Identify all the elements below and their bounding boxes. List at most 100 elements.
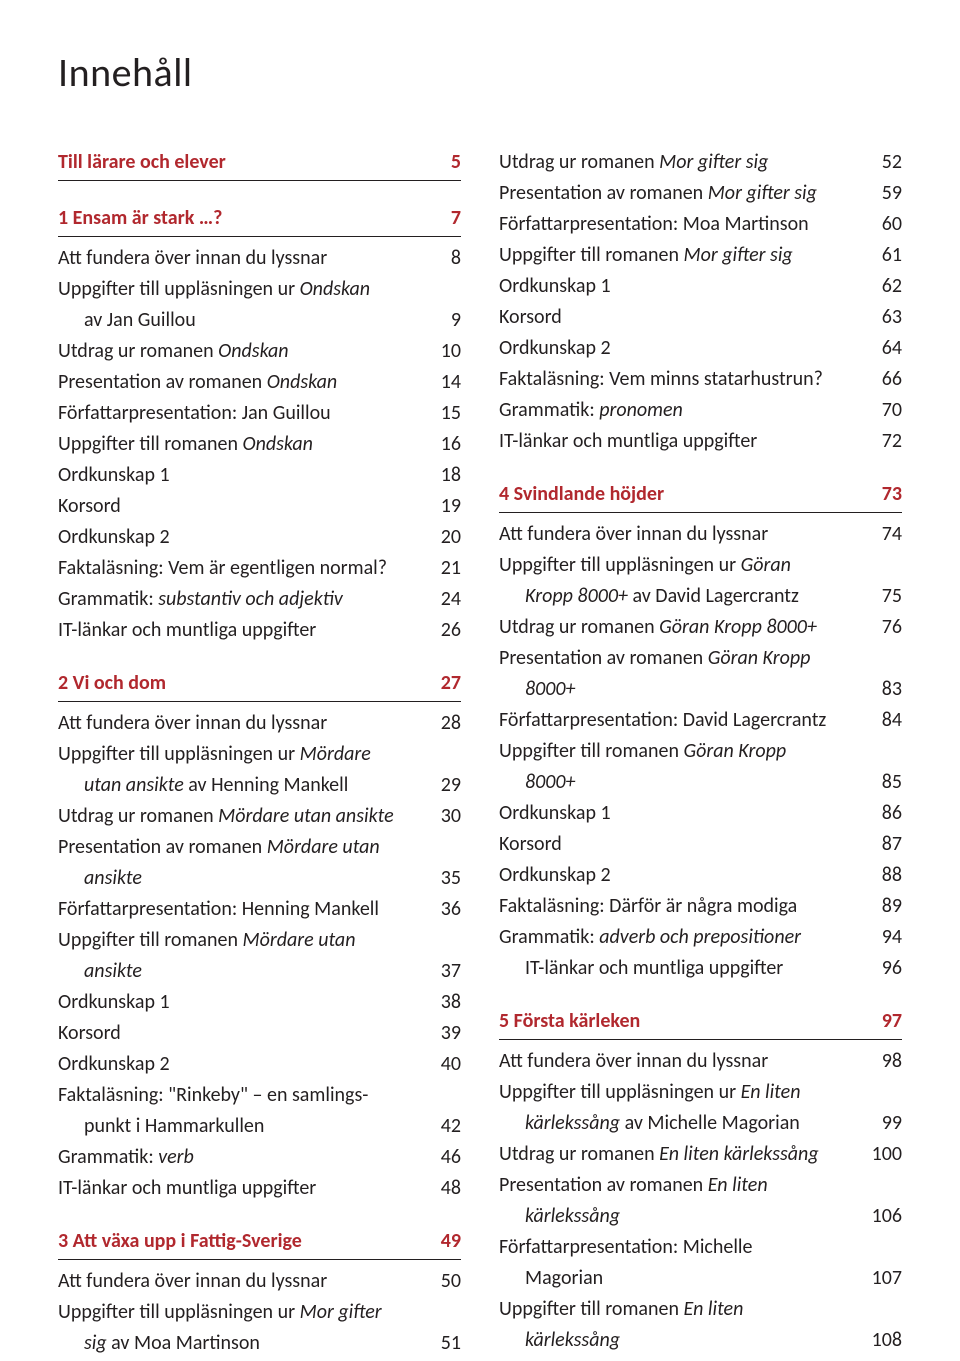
toc-page-number: 39	[425, 1018, 461, 1049]
toc-label: IT-länkar och muntliga uppgifter	[58, 1173, 316, 1204]
toc-entry-row: Ordkunskap 2 40	[58, 1049, 461, 1080]
toc-entry-row: Författarpresentation: Henning Mankell36	[58, 894, 461, 925]
toc-label: Presentation av romanen Ondskan	[58, 367, 337, 398]
toc-col-right: Utdrag ur romanen Mor gifter sig52Presen…	[499, 147, 902, 1359]
toc-label: Grammatik: pronomen	[499, 395, 683, 426]
toc-entry-row: Uppgifter till romanen Mor gifter sig61	[499, 240, 902, 271]
toc-cont-line: Presentation av romanen Göran Kropp	[499, 643, 902, 674]
toc-page-number: 24	[425, 584, 461, 615]
toc-page-number: 40	[425, 1049, 461, 1080]
toc-page-number: 36	[425, 894, 461, 925]
toc-label: Ordkunskap 1	[58, 987, 170, 1018]
toc-label: Faktaläsning: Vem minns statarhustrun?	[499, 364, 823, 395]
toc-page-number: 75	[866, 581, 902, 612]
toc-page-number: 100	[866, 1139, 902, 1170]
toc-page-number: 7	[425, 203, 461, 234]
toc-label: Ordkunskap 2	[58, 1049, 170, 1080]
toc-label: Grammatik: substantiv och adjektiv	[58, 584, 343, 615]
toc-entry-row: IT-länkar och muntliga uppgifter72	[499, 426, 902, 457]
toc-page-number: 18	[425, 460, 461, 491]
toc-label: Ordkunskap 2	[499, 333, 611, 364]
toc-entry-row: Ordkunskap 162	[499, 271, 902, 302]
toc-entry-row: IT-länkar och muntliga uppgifter26	[58, 615, 461, 646]
toc-entry-row: IT-länkar och muntliga uppgifter 48	[58, 1173, 461, 1204]
toc-page-number: 49	[425, 1226, 461, 1257]
page-title: Innehåll	[58, 48, 902, 97]
toc-page-number: 70	[866, 395, 902, 426]
toc-label: 5 Första kärleken	[499, 1006, 640, 1037]
toc-page-number: 20	[425, 522, 461, 553]
toc-page-number: 16	[425, 429, 461, 460]
toc-label: Ordkunskap 1	[58, 460, 170, 491]
toc-entry-row: av Jan Guillou9	[58, 305, 461, 336]
toc-page-number: 46	[425, 1142, 461, 1173]
toc-cont-line: Uppgifter till romanen Göran Kropp	[499, 736, 902, 767]
toc-page-number: 9	[425, 305, 461, 336]
toc-page-number: 73	[866, 479, 902, 510]
toc-entry-row: Utdrag ur romanen Göran Kropp 8000+76	[499, 612, 902, 643]
toc-entry-row: punkt i Hammarkullen42	[58, 1111, 461, 1142]
toc-label: Författarpresentation: Moa Martinson	[499, 209, 809, 240]
toc-label: kärlekssång	[499, 1201, 620, 1232]
toc-label: utan ansikte av Henning Mankell	[58, 770, 348, 801]
toc-label: ansikte	[58, 863, 142, 894]
toc-label: Uppgifter till romanen Ondskan	[58, 429, 313, 460]
toc-entry-row: Kropp 8000+ av David Lagercrantz75	[499, 581, 902, 612]
toc-entry-row: Uppgifter till romanen Ondskan 16	[58, 429, 461, 460]
toc-page-number: 48	[425, 1173, 461, 1204]
toc-label: 8000+	[499, 767, 576, 798]
toc-page-number: 52	[866, 147, 902, 178]
toc-page-number: 97	[866, 1006, 902, 1037]
toc-page-number: 35	[425, 863, 461, 894]
toc-cont-line: Uppgifter till uppläsningen ur Ondskan	[58, 274, 461, 305]
toc-label: Faktaläsning: "Rinkeby" – en samlings-	[58, 1083, 368, 1107]
toc-entry-row: 8000+83	[499, 674, 902, 705]
toc-entry-row: Presentation av romanen Mor gifter sig59	[499, 178, 902, 209]
toc-label: Författarpresentation: Jan Guillou	[58, 398, 331, 429]
toc-page-number: 66	[866, 364, 902, 395]
toc-label: Uppgifter till uppläsningen ur Ondskan	[58, 277, 370, 301]
toc-entry-row: Grammatik: substantiv och adjektiv 24	[58, 584, 461, 615]
toc-page-number: 88	[866, 860, 902, 891]
toc-entry-row: Ordkunskap 1 18	[58, 460, 461, 491]
toc-label: Utdrag ur romanen Mördare utan ansikte	[58, 801, 394, 832]
toc-page-number: 38	[425, 987, 461, 1018]
toc-entry-row: Faktaläsning: Vem minns statarhustrun? 66	[499, 364, 902, 395]
toc-label: Uppgifter till romanen Mor gifter sig	[499, 240, 793, 271]
toc-cont-line: Presentation av romanen Mördare utan	[58, 832, 461, 863]
toc-label: Korsord	[499, 829, 562, 860]
toc-entry-row: Utdrag ur romanen Mor gifter sig52	[499, 147, 902, 178]
toc-label: Ordkunskap 2	[499, 860, 611, 891]
toc-label: Ordkunskap 2	[58, 522, 170, 553]
toc-page-number: 89	[866, 891, 902, 922]
toc-page-number: 8	[425, 243, 461, 274]
toc-label: Grammatik: adverb och prepositioner	[499, 922, 801, 953]
toc-page-number: 72	[866, 426, 902, 457]
toc-label: Korsord	[58, 491, 121, 522]
toc-label: Uppgifter till romanen Göran Kropp	[499, 739, 786, 763]
toc-entry-row: Författarpresentation: David Lagercrantz…	[499, 705, 902, 736]
toc-page-number: 50	[425, 1266, 461, 1297]
toc-entry-row: Att fundera över innan du lyssnar98	[499, 1046, 902, 1077]
toc-entry-row: utan ansikte av Henning Mankell29	[58, 770, 461, 801]
toc-label: kärlekssång	[499, 1325, 620, 1356]
toc-label: 3 Att växa upp i Fattig-Sverige	[58, 1226, 302, 1257]
toc-page-number: 84	[866, 705, 902, 736]
toc-page-number: 42	[425, 1111, 461, 1142]
toc-page-number: 98	[866, 1046, 902, 1077]
toc-entry-row: Faktaläsning: Vem är egentligen normal? 2…	[58, 553, 461, 584]
toc-page-number: 63	[866, 302, 902, 333]
toc-entry-row: Faktaläsning: Därför är några modiga89	[499, 891, 902, 922]
toc-page-number: 85	[866, 767, 902, 798]
toc-label: Att fundera över innan du lyssnar	[58, 708, 327, 739]
toc-page-number: 10	[425, 336, 461, 367]
toc-entry-row: kärlekssång106	[499, 1201, 902, 1232]
toc-page-number: 30	[425, 801, 461, 832]
toc-entry-row: Utdrag ur romanen Mördare utan ansikte 30	[58, 801, 461, 832]
toc-label: Faktaläsning: Vem är egentligen normal?	[58, 553, 387, 584]
toc-label: Korsord	[499, 302, 562, 333]
toc-entry-row: IT-länkar och muntliga uppgifter96	[499, 953, 902, 984]
toc-page-number: 21	[425, 553, 461, 584]
toc-label: ansikte	[58, 956, 142, 987]
toc-label: kärlekssång av Michelle Magorian	[499, 1108, 800, 1139]
